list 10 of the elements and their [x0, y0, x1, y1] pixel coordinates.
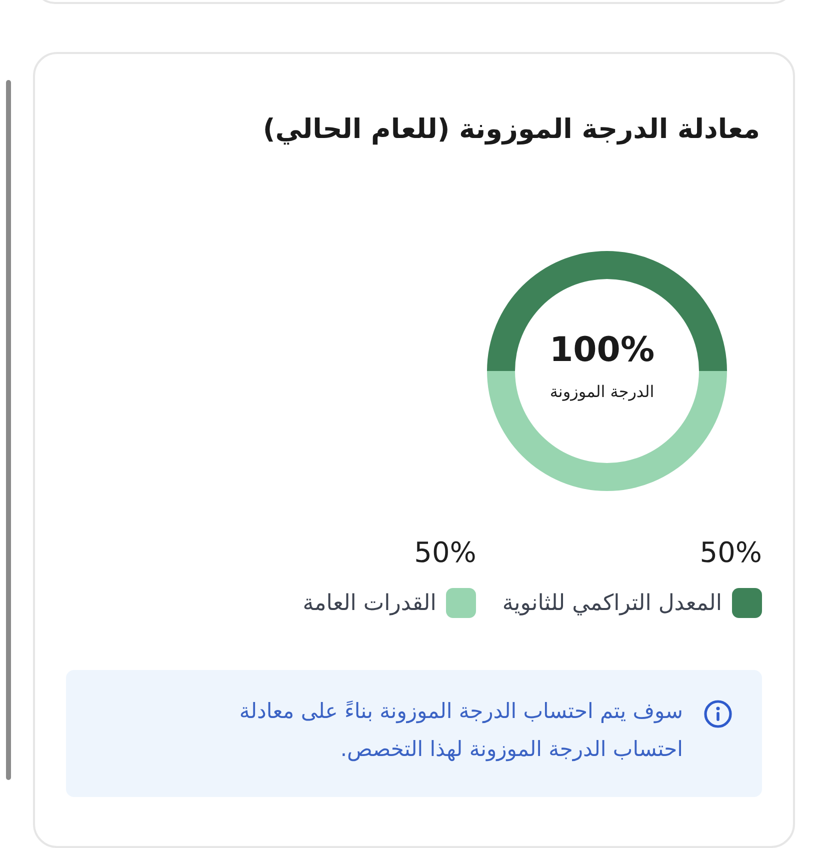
- data-label: 50%: [414, 535, 476, 571]
- text: 100%: [548, 330, 656, 370]
- donut-slice: [487, 251, 727, 371]
- donut-slice: [487, 371, 727, 491]
- chart-title: معادلة الدرجة الموزونة (للعام الحالي): [262, 113, 760, 147]
- legend-label: القدرات العامة: [302, 590, 436, 616]
- data-label: 50%: [700, 535, 762, 571]
- text: سوف يتم احتساب الدرجة الموزونة بناءً على معادلة احتساب الدرجة الموزونة لهذا التخصص.: [238, 698, 683, 764]
- text: الدرجة الموزونة: [548, 381, 656, 403]
- legend-label: المعدل التراكمي للثانوية: [502, 590, 722, 616]
